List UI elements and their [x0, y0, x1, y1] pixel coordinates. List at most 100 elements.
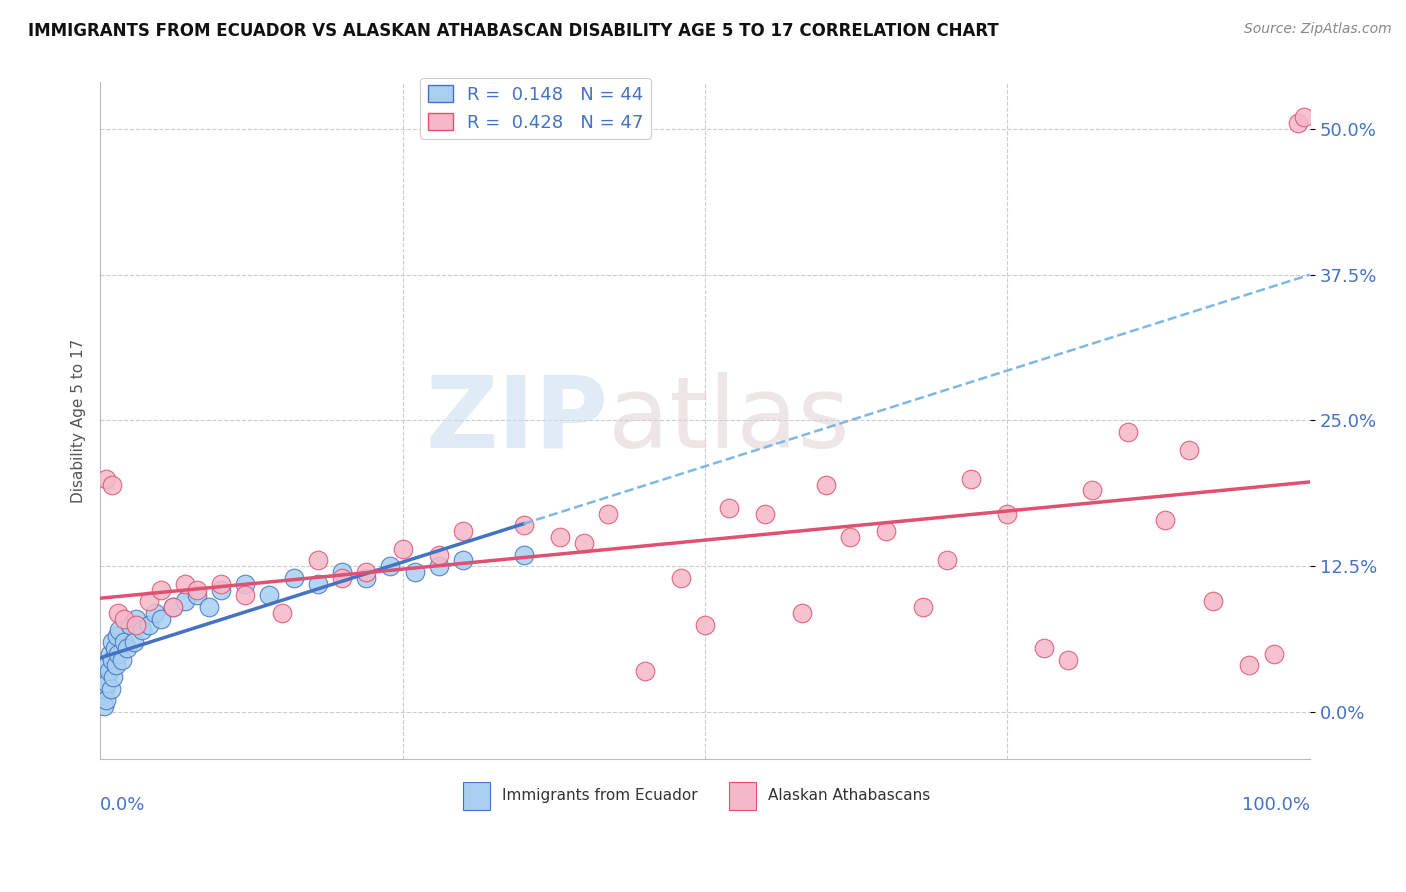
- Point: [330, 571, 353, 585]
- Point: [233, 576, 256, 591]
- Point: [633, 665, 655, 679]
- Point: [186, 589, 208, 603]
- Point: [173, 576, 195, 591]
- Point: [356, 565, 378, 579]
- Point: [162, 600, 184, 615]
- Point: [693, 617, 716, 632]
- Point: [104, 658, 127, 673]
- Point: [120, 617, 142, 632]
- Point: [101, 652, 124, 666]
- Point: [1286, 116, 1309, 130]
- Point: [209, 582, 232, 597]
- Point: [391, 541, 413, 556]
- Point: [125, 617, 148, 632]
- Point: [198, 600, 221, 615]
- Point: [173, 594, 195, 608]
- Point: [1263, 647, 1285, 661]
- Point: [598, 507, 620, 521]
- Point: [131, 624, 153, 638]
- Point: [111, 652, 134, 666]
- Point: [1239, 658, 1261, 673]
- Point: [149, 582, 172, 597]
- Point: [839, 530, 862, 544]
- FancyBboxPatch shape: [730, 782, 756, 810]
- Text: Source: ZipAtlas.com: Source: ZipAtlas.com: [1244, 22, 1392, 37]
- Point: [100, 681, 122, 696]
- Point: [1057, 652, 1080, 666]
- Point: [97, 665, 120, 679]
- Point: [283, 571, 305, 585]
- Point: [96, 472, 118, 486]
- Point: [162, 600, 184, 615]
- Point: [186, 582, 208, 597]
- Point: [997, 507, 1019, 521]
- Point: [1292, 110, 1315, 124]
- Text: ZIP: ZIP: [426, 372, 609, 469]
- Point: [149, 612, 172, 626]
- Text: 100.0%: 100.0%: [1241, 796, 1310, 814]
- Point: [307, 576, 329, 591]
- Point: [96, 676, 118, 690]
- Point: [1032, 640, 1054, 655]
- Point: [143, 606, 166, 620]
- Point: [101, 635, 124, 649]
- Point: [115, 640, 138, 655]
- Point: [108, 624, 131, 638]
- Text: Alaskan Athabascans: Alaskan Athabascans: [768, 789, 931, 804]
- Text: 0.0%: 0.0%: [100, 796, 145, 814]
- Point: [512, 548, 534, 562]
- Point: [307, 553, 329, 567]
- Point: [911, 600, 934, 615]
- Point: [107, 647, 129, 661]
- Point: [122, 635, 145, 649]
- Point: [718, 500, 741, 515]
- FancyBboxPatch shape: [463, 782, 489, 810]
- Point: [112, 635, 135, 649]
- Point: [451, 524, 474, 539]
- Point: [233, 589, 256, 603]
- Point: [427, 559, 450, 574]
- Point: [404, 565, 426, 579]
- Point: [790, 606, 813, 620]
- Text: IMMIGRANTS FROM ECUADOR VS ALASKAN ATHABASCAN DISABILITY AGE 5 TO 17 CORRELATION: IMMIGRANTS FROM ECUADOR VS ALASKAN ATHAB…: [28, 22, 998, 40]
- Point: [270, 606, 292, 620]
- Point: [935, 553, 957, 567]
- Point: [96, 670, 118, 684]
- Point: [1081, 483, 1104, 498]
- Point: [98, 647, 121, 661]
- Point: [104, 640, 127, 655]
- Point: [259, 589, 281, 603]
- Point: [427, 548, 450, 562]
- Point: [1118, 425, 1140, 439]
- Point: [875, 524, 897, 539]
- Point: [572, 536, 595, 550]
- Point: [96, 693, 118, 707]
- Point: [138, 617, 160, 632]
- Point: [356, 571, 378, 585]
- Point: [1153, 513, 1175, 527]
- Point: [814, 477, 837, 491]
- Point: [101, 477, 124, 491]
- Point: [91, 688, 114, 702]
- Point: [93, 699, 115, 714]
- Point: [105, 629, 128, 643]
- Point: [103, 670, 125, 684]
- Text: Immigrants from Ecuador: Immigrants from Ecuador: [502, 789, 697, 804]
- Point: [125, 612, 148, 626]
- Point: [548, 530, 571, 544]
- Point: [1178, 442, 1201, 457]
- Point: [209, 576, 232, 591]
- Point: [960, 472, 983, 486]
- Point: [669, 571, 692, 585]
- Point: [112, 612, 135, 626]
- Point: [451, 553, 474, 567]
- Point: [1202, 594, 1225, 608]
- Y-axis label: Disability Age 5 to 17: Disability Age 5 to 17: [72, 338, 86, 502]
- Legend: R =  0.148   N = 44, R =  0.428   N = 47: R = 0.148 N = 44, R = 0.428 N = 47: [420, 78, 651, 139]
- Point: [754, 507, 776, 521]
- Text: atlas: atlas: [609, 372, 849, 469]
- Point: [94, 681, 117, 696]
- Point: [107, 606, 129, 620]
- Point: [380, 559, 402, 574]
- Point: [138, 594, 160, 608]
